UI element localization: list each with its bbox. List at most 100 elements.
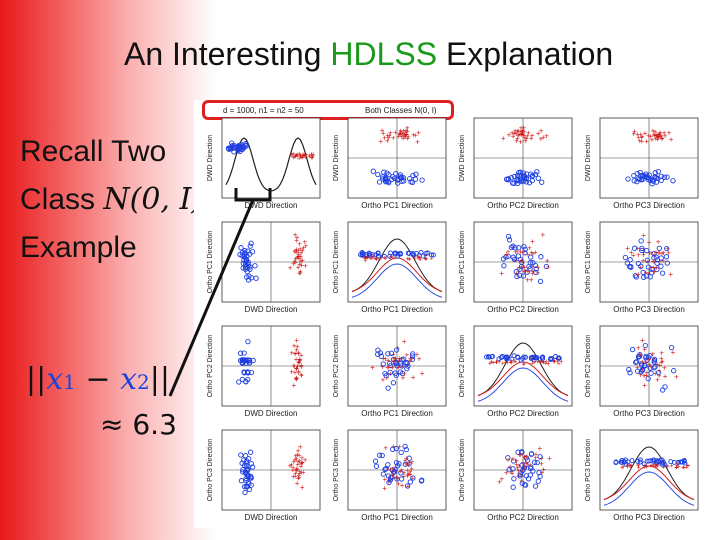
class2-point: + bbox=[393, 468, 398, 477]
class1-point bbox=[664, 245, 670, 252]
class2-point: + bbox=[662, 364, 667, 373]
class2-point: + bbox=[518, 451, 523, 460]
class2-point: + bbox=[291, 259, 296, 268]
class2-point: + bbox=[303, 456, 308, 465]
class2-point: + bbox=[410, 474, 415, 483]
class2-point: + bbox=[656, 249, 661, 258]
class2-point: + bbox=[397, 356, 402, 365]
class2-point: + bbox=[522, 124, 527, 133]
class2-point: + bbox=[383, 475, 388, 484]
class2-point: + bbox=[385, 136, 390, 145]
class1-point bbox=[398, 449, 404, 456]
class2-point: + bbox=[651, 127, 656, 136]
class1-point bbox=[239, 376, 246, 383]
class2-point: + bbox=[299, 258, 304, 267]
class1-point bbox=[380, 471, 386, 477]
class2-point: + bbox=[519, 130, 524, 139]
class2-point: + bbox=[298, 356, 303, 365]
class2-point: + bbox=[559, 359, 563, 366]
class2-point: + bbox=[523, 462, 528, 471]
panel-y-label: Ortho PC3 Direction bbox=[333, 439, 340, 502]
panel-x-label: Ortho PC1 Direction bbox=[361, 201, 433, 210]
class1-point bbox=[498, 355, 504, 360]
class1-point bbox=[625, 459, 631, 465]
panel-y-label: Ortho PC2 Direction bbox=[459, 335, 466, 398]
class2-point: + bbox=[638, 263, 643, 272]
class1-point bbox=[638, 238, 644, 244]
class2-point: + bbox=[293, 248, 298, 257]
class2-point: + bbox=[294, 153, 298, 160]
class1-point bbox=[639, 245, 645, 252]
class2-point: + bbox=[409, 354, 414, 363]
density-curve-3 bbox=[603, 471, 695, 506]
class1-point bbox=[664, 260, 670, 266]
class2-point: + bbox=[294, 245, 299, 254]
class2-point: + bbox=[520, 257, 525, 266]
class2-point: + bbox=[536, 263, 541, 272]
class2-point: + bbox=[398, 129, 403, 138]
class1-point bbox=[423, 250, 429, 256]
class1-point bbox=[516, 272, 523, 278]
class2-point: + bbox=[525, 276, 530, 285]
class1-point bbox=[638, 362, 645, 368]
class2-point: + bbox=[299, 468, 304, 477]
class2-point: + bbox=[371, 254, 375, 261]
class2-point: + bbox=[513, 359, 517, 366]
class2-point: + bbox=[681, 465, 685, 472]
class1-point bbox=[540, 356, 546, 362]
class2-point: + bbox=[405, 466, 410, 475]
class2-point: + bbox=[642, 464, 646, 471]
class1-point bbox=[428, 252, 434, 258]
class2-point: + bbox=[506, 456, 511, 465]
class2-point: + bbox=[309, 151, 313, 158]
class2-point: + bbox=[636, 270, 641, 279]
panel-x-label: Ortho PC1 Direction bbox=[361, 513, 433, 522]
class1-point bbox=[522, 246, 528, 253]
panel-x-label: DWD Direction bbox=[245, 409, 298, 418]
class2-point: + bbox=[629, 464, 633, 471]
class2-point: + bbox=[535, 359, 539, 366]
class2-point: + bbox=[298, 268, 303, 277]
class1-point bbox=[648, 370, 654, 376]
pointer-line bbox=[168, 199, 255, 397]
class2-point: + bbox=[407, 469, 412, 478]
class2-point: + bbox=[402, 472, 407, 481]
class2-point: + bbox=[515, 463, 520, 472]
class2-point: + bbox=[405, 256, 409, 263]
class2-point: + bbox=[401, 134, 406, 143]
class2-point: + bbox=[413, 256, 417, 263]
class2-point: + bbox=[394, 473, 399, 482]
panel-y-label: Ortho PC2 Direction bbox=[585, 335, 592, 398]
class2-point: + bbox=[653, 127, 658, 136]
class2-point: + bbox=[408, 355, 413, 364]
class2-point: + bbox=[518, 138, 523, 147]
class2-point: + bbox=[397, 443, 402, 452]
class2-point: + bbox=[294, 374, 299, 383]
class1-point bbox=[226, 145, 232, 152]
class2-point: + bbox=[300, 154, 304, 161]
class2-point: + bbox=[669, 135, 674, 144]
class2-point: + bbox=[659, 358, 664, 367]
class1-point bbox=[627, 370, 633, 376]
class2-point: + bbox=[508, 359, 512, 366]
class2-point: + bbox=[375, 256, 379, 263]
class1-point bbox=[509, 180, 516, 186]
class1-point bbox=[515, 449, 521, 455]
class2-point: + bbox=[652, 130, 657, 139]
class1-point bbox=[664, 174, 670, 180]
class2-point: + bbox=[294, 336, 299, 345]
class2-point: + bbox=[299, 361, 304, 370]
panel-y-label: Ortho PC1 Direction bbox=[459, 231, 466, 294]
class1-point bbox=[516, 245, 522, 251]
panel-y-label: DWD Direction bbox=[207, 135, 214, 181]
class2-point: + bbox=[389, 254, 393, 261]
class2-point: + bbox=[424, 256, 428, 263]
class2-point: + bbox=[383, 355, 388, 364]
class2-point: + bbox=[641, 248, 646, 257]
class2-point: + bbox=[648, 361, 653, 370]
class2-point: + bbox=[682, 465, 686, 472]
class2-point: + bbox=[527, 243, 532, 252]
class2-point: + bbox=[304, 152, 308, 159]
class2-point: + bbox=[293, 231, 298, 240]
class1-point bbox=[537, 278, 544, 285]
